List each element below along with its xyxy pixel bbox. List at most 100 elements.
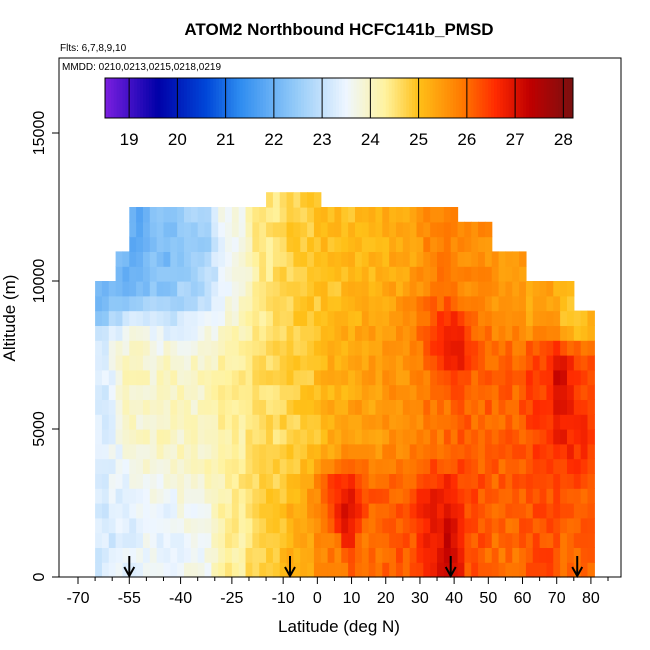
heatmap-cell [170,236,178,252]
heatmap-cell [512,281,520,297]
heatmap-cell [252,547,260,563]
heatmap-cell [300,340,308,356]
heatmap-cell [122,355,130,371]
colorbar-segment [529,78,533,118]
heatmap-cell [300,547,308,563]
heatmap-cell [450,443,459,460]
heatmap-cell [225,340,233,356]
heatmap-cell [361,266,370,282]
heatmap-cell [409,266,418,282]
heatmap-cell [95,310,103,326]
heatmap-cell [416,503,424,519]
heatmap-cell [382,384,390,400]
flight-marker-arrow [571,556,584,579]
heatmap-cell [525,384,534,400]
heatmap-cell [450,325,459,341]
colorbar-segment [327,78,331,118]
heatmap-cell [327,266,336,282]
heatmap-cell [512,473,520,489]
heatmap-cell [512,340,520,356]
colorbar-segment [359,78,363,118]
heatmap-cell [361,517,370,534]
colorbar-segment [511,78,515,118]
heatmap-cell [560,488,568,504]
heatmap-cell [204,325,212,341]
heatmap-cell [566,369,575,386]
heatmap-cell [279,221,288,238]
heatmap-cell [478,221,486,238]
heatmap-cell [348,207,356,223]
heatmap-cell [430,503,438,519]
heatmap-cell [266,192,274,208]
heatmap-cell [580,503,589,519]
heatmap-cell [525,503,534,519]
heatmap-cell [354,325,363,341]
heatmap-cell [334,473,342,489]
heatmap-cell [136,443,144,460]
heatmap-cell [491,266,500,282]
heatmap-cell [416,414,424,430]
heatmap-cell [272,355,281,371]
heatmap-cell [218,369,226,386]
heatmap-cell [546,281,554,297]
heatmap-cell [382,399,390,415]
heatmap-cell [505,443,513,460]
heatmap-cell [389,399,397,415]
heatmap-cell [129,325,137,341]
heatmap-cell [498,443,507,460]
heatmap-cell [225,399,233,415]
heatmap-cell [375,488,383,504]
heatmap-cell [327,458,336,474]
heatmap-cell [498,562,507,578]
heatmap-cell [231,399,240,415]
heatmap-cell [396,310,404,326]
heatmap-cell [361,236,370,252]
heatmap-cell [409,369,418,386]
colorbar-segment [251,78,255,118]
heatmap-cell [211,488,219,504]
colorbar-segment [444,78,448,118]
heatmap-cell [423,295,431,312]
heatmap-cell [560,399,568,415]
heatmap-cell [108,369,117,386]
heatmap-cell [471,281,479,297]
heatmap-cell [354,443,363,460]
heatmap-cell [252,517,260,534]
heatmap-cell [512,295,520,312]
heatmap-cell [334,325,342,341]
colorbar-segment [488,78,492,118]
heatmap-cell [122,473,130,489]
heatmap-cell [197,295,206,312]
heatmap-cell [566,443,575,460]
heatmap-cell [177,251,185,267]
heatmap-cell [560,547,568,563]
heatmap-cell [197,399,206,415]
heatmap-cell [136,355,144,371]
heatmap-cell [553,369,561,386]
heatmap-cell [286,532,295,548]
heatmap-cell [457,517,465,534]
heatmap-cell [218,236,226,252]
heatmap-cell [437,281,445,297]
heatmap-cell [532,369,541,386]
heatmap-cell [443,355,452,371]
heatmap-cell [307,562,315,578]
heatmap-cell [484,488,493,504]
heatmap-cell [122,547,130,563]
heatmap-cell [142,517,151,534]
heatmap-cell [272,236,281,252]
heatmap-cell [464,266,472,282]
heatmap-cell [464,532,472,548]
colorbar-segment [233,78,238,118]
heatmap-cell [115,266,124,282]
dates-subtitle: MMDD: 0210,0213,0215,0218,0219 [62,62,221,73]
heatmap-cell [430,207,438,223]
heatmap-cell [177,369,185,386]
heatmap-cell [566,414,575,430]
colorbar-segment [110,78,115,118]
heatmap-cell [211,310,219,326]
heatmap-cell [204,429,212,445]
heatmap-cell [177,207,185,223]
heatmap-cell [115,547,124,563]
heatmap-cell [525,443,534,460]
